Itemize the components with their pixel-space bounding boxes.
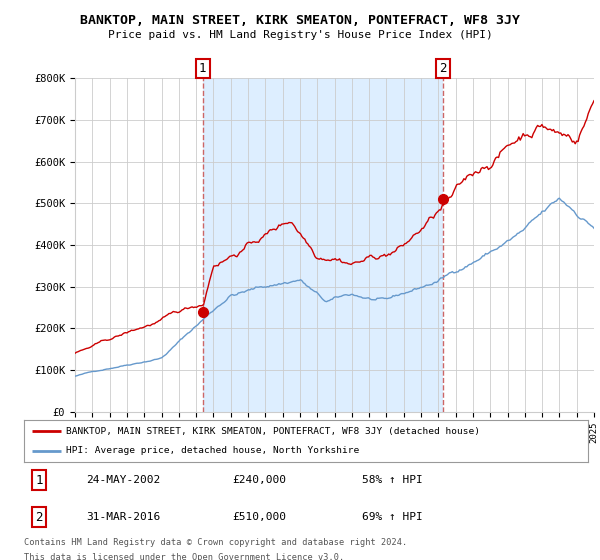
Text: 24-MAY-2002: 24-MAY-2002	[86, 475, 160, 485]
Text: Price paid vs. HM Land Registry's House Price Index (HPI): Price paid vs. HM Land Registry's House …	[107, 30, 493, 40]
Text: BANKTOP, MAIN STREET, KIRK SMEATON, PONTEFRACT, WF8 3JY: BANKTOP, MAIN STREET, KIRK SMEATON, PONT…	[80, 14, 520, 27]
Text: £510,000: £510,000	[233, 512, 287, 522]
Text: This data is licensed under the Open Government Licence v3.0.: This data is licensed under the Open Gov…	[24, 553, 344, 560]
Text: 2: 2	[439, 62, 446, 75]
Text: Contains HM Land Registry data © Crown copyright and database right 2024.: Contains HM Land Registry data © Crown c…	[24, 538, 407, 547]
Text: BANKTOP, MAIN STREET, KIRK SMEATON, PONTEFRACT, WF8 3JY (detached house): BANKTOP, MAIN STREET, KIRK SMEATON, PONT…	[66, 427, 481, 436]
Text: 58% ↑ HPI: 58% ↑ HPI	[362, 475, 423, 485]
Text: £240,000: £240,000	[233, 475, 287, 485]
Text: 31-MAR-2016: 31-MAR-2016	[86, 512, 160, 522]
Text: 1: 1	[199, 62, 206, 75]
Text: 1: 1	[35, 474, 43, 487]
Text: 2: 2	[35, 511, 43, 524]
Bar	[203, 78, 443, 412]
Text: HPI: Average price, detached house, North Yorkshire: HPI: Average price, detached house, Nort…	[66, 446, 359, 455]
Text: 69% ↑ HPI: 69% ↑ HPI	[362, 512, 423, 522]
